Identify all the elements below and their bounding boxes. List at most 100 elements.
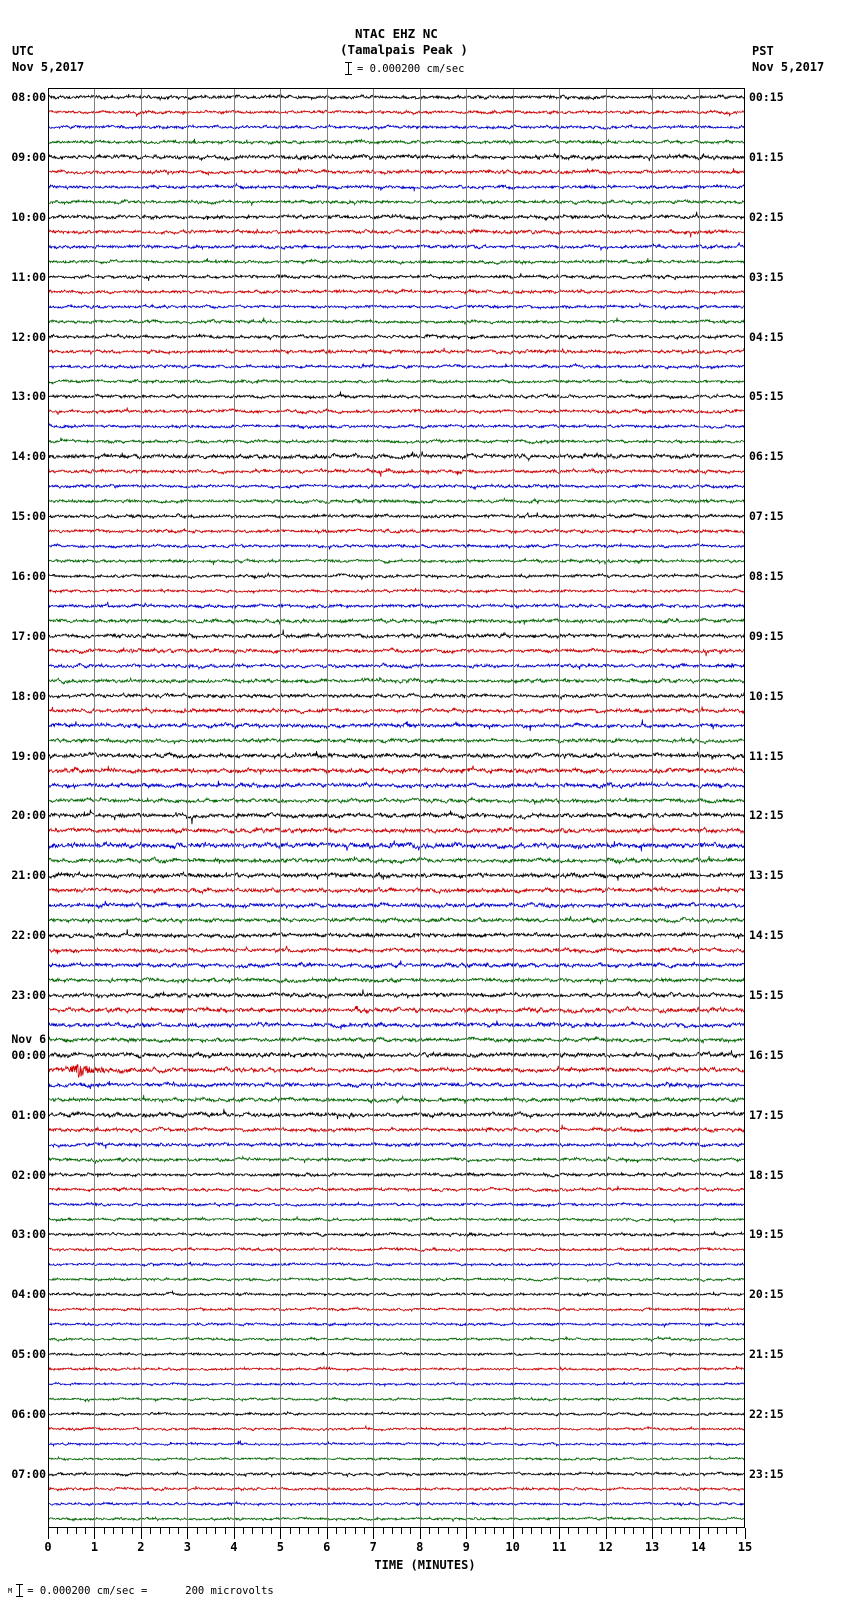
- seismic-trace: [48, 587, 745, 595]
- seismic-trace: [48, 437, 745, 445]
- utc-time-label: 02:00: [11, 1167, 46, 1182]
- seismic-trace: [48, 1005, 745, 1015]
- seismic-trace: [48, 451, 745, 462]
- x-tick-minor: [642, 1528, 644, 1534]
- seismic-trace: [48, 929, 745, 940]
- x-tick-minor: [178, 1528, 180, 1534]
- pst-label: PST: [752, 44, 774, 58]
- seismic-trace: [48, 1380, 745, 1388]
- seismic-trace: [48, 1171, 745, 1178]
- utc-time-label: 17:00: [11, 628, 46, 643]
- x-tick-major: [140, 1528, 142, 1539]
- x-tick-minor: [596, 1528, 598, 1534]
- seismic-trace: [48, 467, 745, 477]
- seismic-trace: [48, 482, 745, 490]
- seismic-trace: [48, 855, 745, 866]
- x-tick-minor: [85, 1528, 87, 1534]
- minute-gridline: [652, 88, 654, 1528]
- utc-time-label: 10:00: [11, 209, 46, 224]
- x-tick-major: [605, 1528, 607, 1539]
- seismic-trace: [48, 1410, 745, 1417]
- seismic-trace: [48, 93, 745, 102]
- utc-time-label: 18:00: [11, 688, 46, 703]
- seismic-trace: [48, 1108, 745, 1120]
- seismic-trace: [48, 1425, 745, 1432]
- x-tick-label: 5: [276, 1540, 284, 1554]
- x-tick-minor: [679, 1528, 681, 1534]
- pst-time-label: 11:15: [749, 748, 784, 763]
- seismic-trace: [48, 1020, 745, 1030]
- x-tick-minor: [75, 1528, 77, 1534]
- seismic-trace: [48, 1200, 745, 1208]
- footer-prefix: M: [8, 1586, 13, 1595]
- x-tick-minor: [484, 1528, 486, 1534]
- x-tick-minor: [475, 1528, 477, 1534]
- minute-gridline: [187, 88, 189, 1528]
- x-tick-label: 0: [44, 1540, 52, 1554]
- minute-gridline: [466, 88, 468, 1528]
- seismic-trace: [48, 1321, 745, 1329]
- x-tick-minor: [382, 1528, 384, 1534]
- seismic-trace: [48, 391, 745, 400]
- minute-gridline: [605, 88, 607, 1528]
- seismic-trace: [48, 976, 745, 985]
- x-tick-minor: [354, 1528, 356, 1534]
- x-tick-minor: [103, 1528, 105, 1534]
- x-tick-minor: [689, 1528, 691, 1534]
- seismic-trace: [48, 182, 745, 192]
- x-tick-label: 14: [691, 1540, 706, 1554]
- seismic-trace: [48, 1454, 745, 1462]
- minute-gridline: [233, 88, 235, 1528]
- footer-scale-note: M = 0.000200 cm/sec = 200 microvolts: [8, 1584, 274, 1597]
- seismic-trace: [48, 211, 745, 221]
- x-tick-minor: [113, 1528, 115, 1534]
- day-change-marker: Nov 6: [11, 1031, 46, 1046]
- x-tick-major: [94, 1528, 96, 1539]
- seismic-trace: [48, 1185, 745, 1193]
- pst-time-label: 15:15: [749, 988, 784, 1003]
- seismic-trace: [48, 1365, 745, 1373]
- seismic-trace: [48, 423, 745, 430]
- seismic-trace: [48, 228, 745, 238]
- x-tick-label: 10: [505, 1540, 520, 1554]
- pst-time-label: 08:15: [749, 569, 784, 584]
- pst-time-label: 18:15: [749, 1167, 784, 1182]
- seismic-trace: [48, 662, 745, 671]
- seismic-trace: [48, 960, 745, 970]
- pst-date: Nov 5,2017: [752, 60, 825, 74]
- x-tick-minor: [735, 1528, 737, 1534]
- seismic-trace: [48, 780, 745, 790]
- ibeam-scale-icon: [345, 62, 352, 75]
- seismic-trace: [48, 1276, 745, 1284]
- seismic-traces: [48, 88, 745, 1528]
- x-tick-major: [652, 1528, 654, 1539]
- pst-time-label: 23:15: [749, 1466, 784, 1481]
- minute-gridline: [326, 88, 328, 1528]
- seismic-trace: [48, 1246, 745, 1253]
- pst-time-label: 16:15: [749, 1047, 784, 1062]
- pst-time-label: 09:15: [749, 628, 784, 643]
- seismic-trace: [48, 1351, 745, 1358]
- seismic-trace: [48, 629, 745, 640]
- seismic-trace: [48, 152, 745, 162]
- pst-time-label: 03:15: [749, 269, 784, 284]
- utc-time-label: 23:00: [11, 988, 46, 1003]
- seismic-trace: [48, 167, 745, 176]
- pst-time-label: 12:15: [749, 808, 784, 823]
- utc-time-label: 05:00: [11, 1347, 46, 1362]
- pst-time-label: 13:15: [749, 868, 784, 883]
- utc-time-label: 11:00: [11, 269, 46, 284]
- x-tick-minor: [661, 1528, 663, 1534]
- x-tick-label: 8: [416, 1540, 424, 1554]
- pst-time-label: 10:15: [749, 688, 784, 703]
- seismic-trace: [48, 1289, 745, 1298]
- seismic-trace: [48, 198, 745, 206]
- seismic-trace: [48, 1515, 745, 1523]
- x-tick-minor: [707, 1528, 709, 1534]
- x-tick-minor: [159, 1528, 161, 1534]
- x-tick-major: [48, 1528, 49, 1539]
- x-tick-label: 12: [598, 1540, 613, 1554]
- utc-time-label: 04:00: [11, 1287, 46, 1302]
- seismic-trace: [48, 527, 745, 535]
- pst-time-label: 22:15: [749, 1407, 784, 1422]
